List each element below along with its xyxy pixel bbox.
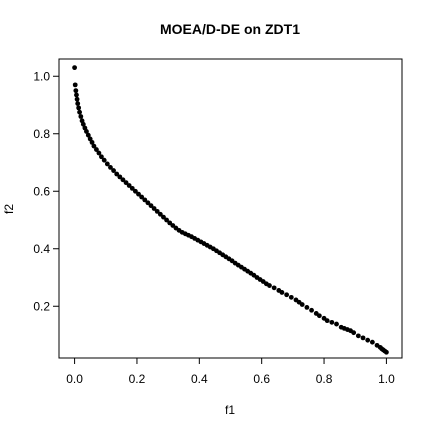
plot-frame [58, 58, 403, 359]
data-point [161, 214, 166, 220]
data-point [316, 313, 322, 319]
data-point [132, 188, 138, 194]
data-point [351, 330, 357, 336]
data-point [142, 197, 148, 203]
data-point [369, 339, 375, 345]
data-point [104, 161, 110, 167]
data-point [279, 290, 285, 295]
data-point [139, 194, 145, 200]
data-point [80, 121, 86, 127]
y-tick-label: 0.4 [33, 242, 50, 256]
data-point [114, 171, 120, 177]
x-tick-label: 0.2 [129, 372, 146, 386]
x-tick-label: 0.8 [316, 372, 333, 386]
data-point [91, 143, 97, 149]
x-tick-label: 0.6 [253, 372, 270, 386]
x-tick-label: 1.0 [378, 372, 395, 386]
y-tick-label: 0.6 [33, 184, 50, 198]
x-tick-label: 0.4 [191, 372, 208, 386]
data-point [288, 294, 294, 300]
data-point [73, 88, 79, 94]
data-point [72, 82, 78, 88]
data-point [299, 302, 305, 307]
data-point [151, 206, 157, 211]
y-tick-label: 0.2 [33, 299, 50, 313]
data-point [78, 114, 84, 119]
data-point [111, 168, 116, 173]
data-point [120, 177, 126, 183]
data-point [267, 283, 272, 288]
data-point [384, 349, 389, 355]
data-point [96, 150, 102, 156]
y-tick-label: 0.8 [33, 127, 50, 141]
data-point [74, 96, 80, 102]
data-point [355, 333, 361, 339]
data-point [117, 174, 123, 180]
data-point [108, 164, 113, 170]
data-point [365, 337, 371, 343]
data-point [157, 211, 163, 217]
data-points [72, 65, 389, 355]
data-point [334, 321, 339, 327]
data-point [99, 154, 104, 160]
data-point [329, 319, 335, 325]
data-point [360, 335, 366, 341]
data-point [164, 217, 169, 223]
data-point [271, 285, 277, 291]
chart-title: MOEA/D-DE on ZDT1 [160, 21, 300, 37]
x-axis-label: f1 [225, 403, 235, 417]
data-point [76, 105, 82, 111]
data-point [129, 185, 135, 191]
data-point [145, 200, 151, 206]
data-point [154, 208, 160, 214]
data-point [74, 92, 79, 98]
x-axis: 0.0 0.2 0.4 0.6 0.8 1.0 [66, 357, 395, 386]
data-point [126, 183, 132, 188]
data-point [72, 65, 77, 71]
data-point [309, 307, 314, 313]
data-point [84, 129, 89, 134]
y-axis: 0.2 0.4 0.6 0.8 1.0 [33, 69, 60, 313]
data-point [101, 157, 107, 163]
data-point [123, 180, 129, 186]
data-point [304, 305, 310, 310]
data-point [89, 139, 95, 145]
data-point [284, 292, 290, 298]
y-tick-label: 1.0 [33, 69, 50, 83]
x-tick-label: 0.0 [66, 372, 83, 386]
data-point [77, 109, 82, 115]
y-axis-label: f2 [2, 204, 16, 214]
data-point [148, 203, 154, 209]
data-point [94, 147, 99, 152]
data-point [136, 191, 141, 197]
data-point [75, 101, 81, 106]
data-point [85, 132, 91, 138]
data-point [324, 318, 330, 324]
